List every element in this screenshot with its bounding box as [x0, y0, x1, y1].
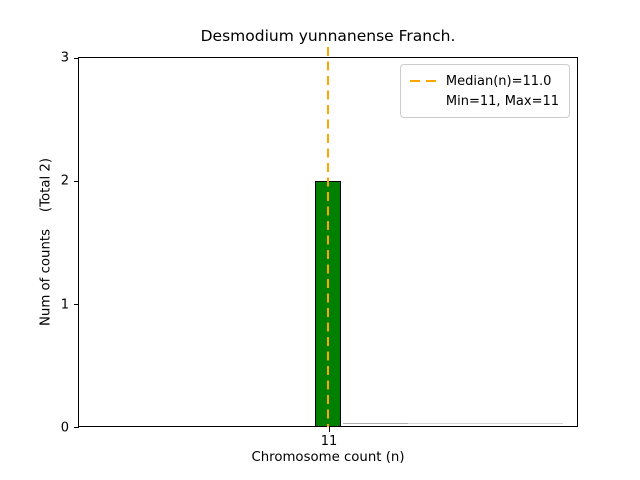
zero-height-bar-edge	[343, 423, 563, 425]
empty-symbol-spacer	[410, 100, 437, 103]
x-tick-mark	[328, 427, 330, 432]
dashed-line-icon	[409, 79, 437, 83]
y-tick-mark	[74, 181, 79, 182]
y-tick-label-2: 2	[60, 173, 69, 189]
y-tick-mark	[74, 427, 79, 428]
y-tick-mark	[74, 58, 79, 59]
y-tick-label-3: 3	[60, 50, 69, 66]
plot-area: Desmodium yunnanense Franch. Num of coun…	[39, 27, 578, 465]
legend-entry-minmax: Min=11, Max=11	[410, 91, 559, 111]
legend: Median(n)=11.0 Min=11, Max=11	[399, 64, 570, 118]
y-axis-label: Num of counts (Total 2)	[38, 157, 54, 327]
legend-entry-median: Median(n)=11.0	[409, 71, 559, 91]
x-tick-label-11: 11	[320, 434, 338, 449]
x-axis-label: Chromosome count (n)	[251, 450, 405, 465]
chart-title: Desmodium yunnanense Franch.	[200, 27, 456, 45]
y-tick-mark	[74, 304, 79, 305]
y-tick-label-0: 0	[60, 420, 69, 436]
legend-label-median: Median(n)=11.0	[445, 73, 552, 89]
legend-label-minmax: Min=11, Max=11	[445, 93, 559, 109]
y-tick-label-1: 1	[60, 297, 69, 313]
median-line	[326, 47, 330, 427]
